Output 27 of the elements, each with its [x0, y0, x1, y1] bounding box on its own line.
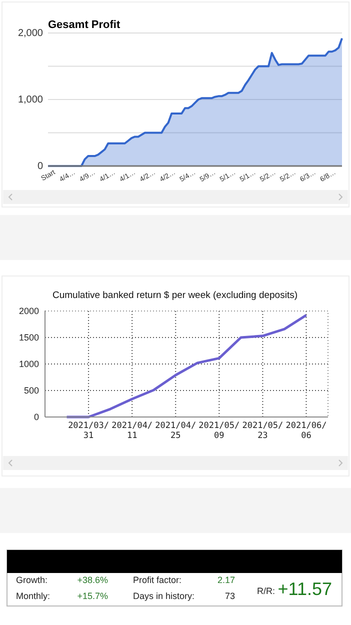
text: +15.7% — [77, 591, 108, 601]
text: +38.6% — [77, 575, 108, 585]
y-tick-label: 500 — [24, 385, 39, 396]
text: 73 — [224, 591, 235, 601]
text: +11.57 — [278, 579, 332, 599]
x-tick-label: 2021/05/23 — [242, 421, 284, 442]
text: Profit factor: — [133, 575, 182, 585]
text: 2.17 — [217, 575, 235, 585]
y-tick-label: 1000 — [18, 358, 39, 369]
text: Growth: — [16, 575, 48, 585]
line-series — [66, 314, 308, 418]
chart-title: Cumulative banked return $ per week (excluding deposits) — [52, 290, 298, 301]
y-tick-label: 0 — [34, 412, 39, 422]
y-tick-label: 2,000 — [18, 28, 44, 40]
text: Monthly: — [16, 591, 50, 601]
x-tick-label: 2021/04/25 — [155, 421, 196, 442]
x-tick-label: 2021/06/06 — [286, 421, 327, 442]
x-tick-label: 2021/04/11 — [112, 421, 153, 442]
chart-title: Gesamt Profit — [48, 19, 120, 31]
text: R/R: — [257, 586, 275, 596]
y-tick-label: 0 — [37, 161, 44, 172]
y-tick-label: 1,000 — [18, 94, 44, 106]
y-tick-label: 1500 — [18, 332, 39, 342]
x-tick-label: 2021/03/31 — [68, 421, 110, 442]
y-tick-label: 2000 — [18, 306, 39, 316]
x-tick-label: 2021/05/09 — [198, 421, 240, 442]
text: Days in history: — [133, 591, 195, 601]
